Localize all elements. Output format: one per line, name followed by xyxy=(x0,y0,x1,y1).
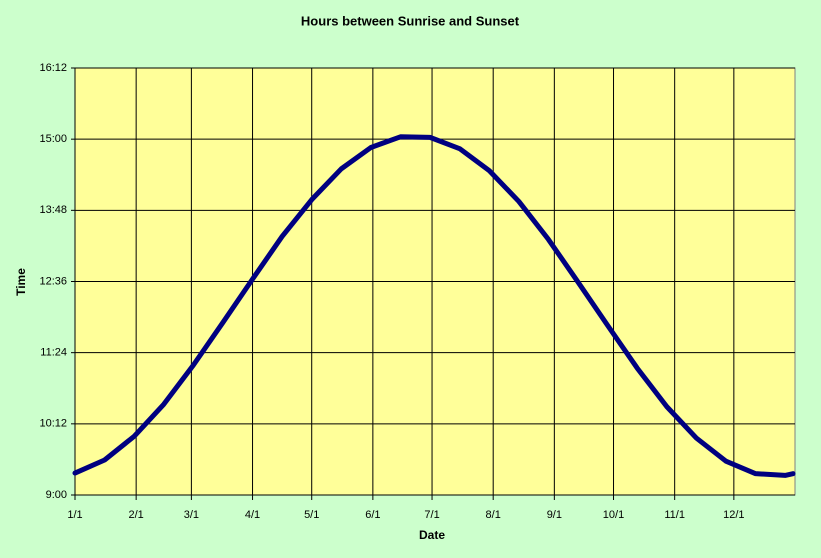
y-tick-label: 11:24 xyxy=(40,347,67,359)
y-tick-label: 15:00 xyxy=(39,133,67,145)
x-tick-label: 9/1 xyxy=(547,509,562,521)
x-tick-label: 1/1 xyxy=(67,509,82,521)
data-line xyxy=(72,134,796,478)
y-tick-label: 10:12 xyxy=(39,418,67,430)
x-tick-label: 2/1 xyxy=(129,509,144,521)
y-tick-label: 16:12 xyxy=(39,62,67,74)
y-tick-label: 9:00 xyxy=(46,489,67,501)
x-tick-label: 6/1 xyxy=(365,509,380,521)
chart-title: Hours between Sunrise and Sunset xyxy=(301,13,520,28)
x-tick-label: 3/1 xyxy=(184,509,199,521)
x-tick-label: 7/1 xyxy=(424,509,439,521)
x-tick-label: 8/1 xyxy=(486,509,501,521)
x-tick-label: 4/1 xyxy=(245,509,260,521)
y-tick-label: 12:36 xyxy=(39,275,67,287)
x-axis-title: Date xyxy=(419,528,445,542)
x-tick-label: 10/1 xyxy=(603,509,624,521)
x-tick-label: 11/1 xyxy=(664,509,685,521)
x-tick-label: 5/1 xyxy=(304,509,319,521)
y-axis-title: Time xyxy=(14,268,28,296)
y-tick-label: 13:48 xyxy=(39,204,67,216)
x-tick-label: 12/1 xyxy=(723,509,744,521)
